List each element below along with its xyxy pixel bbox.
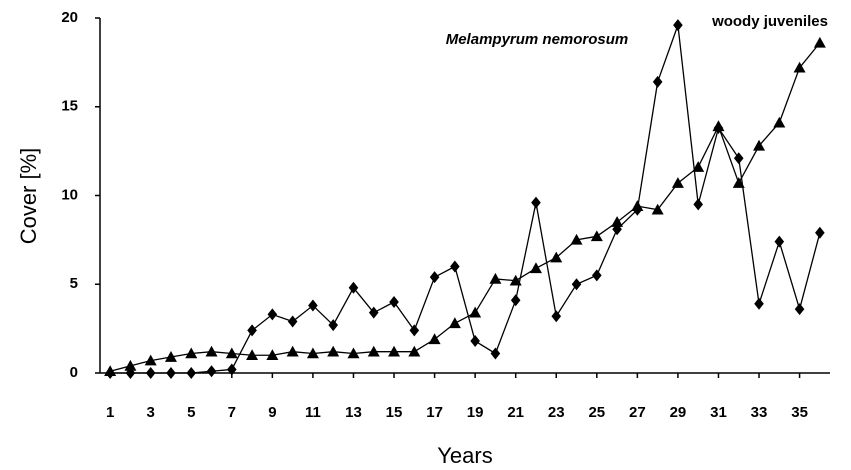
data-point	[673, 19, 683, 32]
y-tick-label: 10	[61, 186, 78, 203]
data-point	[448, 317, 461, 329]
data-point	[205, 345, 218, 357]
data-point	[815, 226, 825, 239]
data-point	[531, 196, 541, 209]
data-point	[490, 347, 501, 360]
data-point	[347, 347, 360, 359]
series-annotation: woody juveniles	[711, 13, 828, 30]
series-line	[110, 24, 821, 374]
x-tick-label: 7	[228, 404, 236, 421]
data-point	[753, 139, 766, 151]
x-tick-label: 25	[588, 404, 605, 421]
x-tick-label: 35	[791, 404, 808, 421]
data-point	[652, 75, 663, 88]
data-point	[286, 345, 299, 357]
data-point	[592, 269, 602, 282]
data-point	[185, 347, 198, 359]
data-point	[551, 310, 562, 323]
y-axis-label: Cover [%]	[16, 148, 41, 245]
data-point	[267, 308, 278, 321]
data-point	[651, 203, 664, 215]
data-point	[367, 345, 380, 357]
data-point	[428, 333, 441, 345]
x-tick-label: 31	[710, 404, 727, 421]
data-point	[328, 319, 338, 332]
data-point	[227, 363, 237, 376]
data-point	[225, 347, 238, 359]
data-point	[308, 299, 318, 312]
data-point	[124, 359, 137, 371]
x-tick-label: 1	[106, 404, 114, 421]
data-point	[813, 36, 826, 48]
x-tick-label: 27	[629, 404, 646, 421]
y-tick-label: 5	[70, 275, 78, 292]
x-tick-label: 17	[426, 404, 443, 421]
x-tick-label: 19	[467, 404, 484, 421]
data-point	[693, 198, 703, 211]
data-point	[590, 230, 603, 242]
data-point	[388, 345, 401, 357]
x-tick-label: 3	[147, 404, 155, 421]
data-point	[773, 116, 786, 128]
x-tick-label: 15	[386, 404, 403, 421]
data-point	[489, 272, 502, 284]
data-point	[794, 303, 805, 316]
data-point	[732, 177, 745, 188]
data-point	[145, 367, 156, 379]
data-point	[631, 200, 644, 211]
data-point	[327, 345, 340, 357]
data-point	[247, 324, 257, 337]
data-point	[164, 351, 177, 362]
data-point	[510, 294, 521, 307]
data-point	[368, 306, 379, 319]
data-point	[774, 235, 785, 248]
y-tick-label: 15	[61, 98, 78, 115]
data-point	[529, 262, 542, 274]
data-point	[266, 349, 279, 361]
data-point	[166, 367, 176, 379]
data-point	[429, 271, 440, 284]
x-tick-label: 5	[187, 404, 195, 421]
data-point	[671, 177, 684, 188]
data-point	[186, 367, 197, 379]
data-point	[793, 61, 806, 73]
x-tick-label: 23	[548, 404, 565, 421]
y-tick-label: 0	[70, 364, 78, 381]
data-point	[692, 161, 705, 172]
data-point	[409, 324, 420, 337]
data-point	[712, 120, 725, 132]
x-axis-label: Years	[437, 443, 492, 468]
x-tick-label: 21	[507, 404, 524, 421]
data-point	[571, 278, 582, 291]
data-point	[570, 233, 583, 245]
data-point	[550, 251, 563, 263]
x-tick-label: 33	[751, 404, 768, 421]
data-point	[348, 281, 359, 294]
data-point	[754, 297, 764, 310]
data-point	[306, 347, 319, 359]
series-line	[109, 42, 821, 372]
data-point	[470, 335, 480, 348]
data-point	[206, 365, 217, 378]
x-tick-label: 13	[345, 404, 362, 421]
data-point	[287, 315, 298, 328]
data-point	[104, 365, 117, 377]
data-point	[611, 216, 624, 227]
x-tick-label: 11	[305, 404, 321, 421]
data-point	[450, 260, 460, 273]
data-point	[733, 152, 744, 165]
data-point	[408, 345, 421, 357]
data-point	[246, 349, 259, 361]
series-annotation: Melampyrum nemorosum	[446, 31, 629, 48]
y-tick-label: 20	[61, 9, 78, 26]
data-point	[509, 274, 522, 286]
data-point	[144, 354, 157, 366]
data-point	[469, 306, 482, 318]
x-tick-label: 29	[670, 404, 687, 421]
x-tick-label: 9	[268, 404, 276, 421]
data-point	[389, 296, 399, 308]
